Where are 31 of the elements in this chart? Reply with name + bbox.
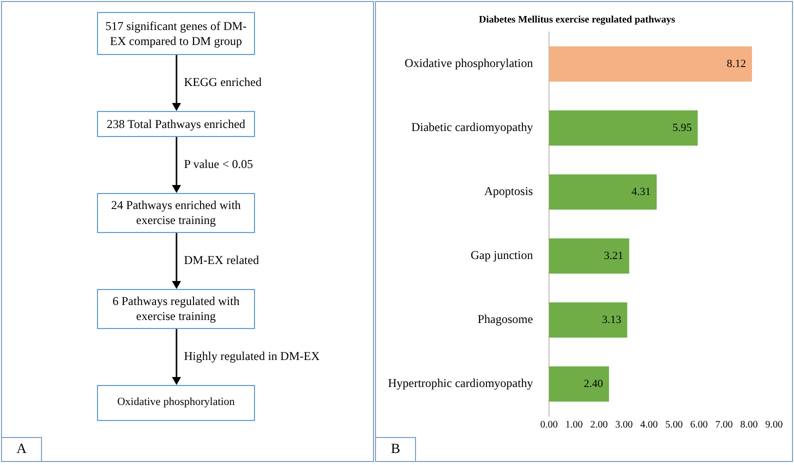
x-tick-label: 3.00	[615, 420, 633, 431]
x-tick-label: 0.00	[540, 420, 558, 431]
x-tick-label: 5.00	[665, 420, 683, 431]
x-tick-label: 6.00	[690, 420, 708, 431]
x-tick-label: 4.00	[640, 420, 658, 431]
data-label: 4.31	[631, 186, 651, 198]
x-tick-label: 9.00	[765, 420, 783, 431]
y-tick-label: Apoptosis	[484, 184, 534, 198]
x-tick-label: 8.00	[740, 420, 758, 431]
data-label: 5.95	[672, 122, 692, 134]
bar	[548, 46, 752, 82]
bar	[548, 238, 630, 274]
data-label: 3.21	[604, 250, 624, 262]
bar	[548, 302, 628, 338]
panel-frame: 517 significant genes of DM-EX compared to DM group KEGG enriched 238 Total Pathways enriched P value < 0.05 24 Pathways enriched with exercise training DM-EX related 6 Pathways regulated with exercise training Highly regulated in DM-EX Oxidative phosphorylation A	[1, 1, 374, 462]
y-tick-label: Phagosome	[478, 312, 533, 326]
y-tick-label: Diabetic cardiomyopathy	[411, 120, 533, 134]
chart-title: Diabetes Mellitus exercise regulated pathways	[478, 14, 676, 26]
x-tick-label: 2.00	[590, 420, 608, 431]
y-tick-label: Gap junction	[470, 248, 533, 262]
data-label: 3.13	[602, 314, 622, 326]
x-tick-label: 7.00	[715, 420, 733, 431]
y-tick-label: Hypertrophic cardiomyopathy	[388, 376, 533, 390]
bar	[548, 110, 698, 146]
text: B	[376, 437, 416, 461]
data-label: 2.40	[584, 378, 604, 390]
bar	[548, 366, 609, 402]
y-tick-label: Oxidative phosphorylation	[404, 56, 533, 70]
x-tick-label: 1.00	[565, 420, 583, 431]
bar	[548, 174, 657, 210]
data-label: 8.12	[726, 58, 746, 70]
